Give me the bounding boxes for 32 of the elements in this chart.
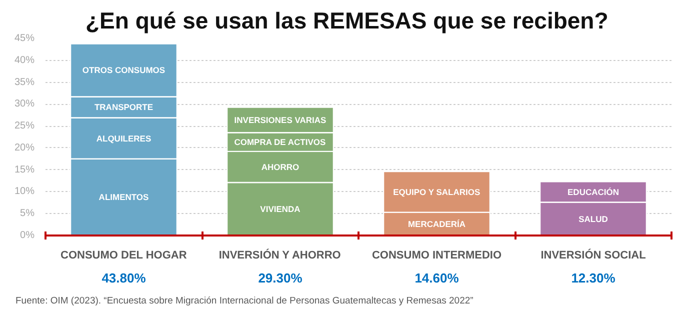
- source-note: Fuente: OIM (2023). “Encuesta sobre Migración Internacional de Personas Guatemaltecas y Remesas 2022”: [16, 296, 474, 306]
- y-tick-label: 15%: [14, 164, 35, 176]
- y-tick-label: 40%: [14, 54, 35, 66]
- series-label: OTROS CONSUMOS: [82, 65, 166, 76]
- series-label: EDUCACIÓN: [568, 186, 619, 197]
- y-tick-label: 5%: [20, 208, 35, 220]
- x-tick-label: INVERSIÓN Y AHORRO: [218, 248, 342, 262]
- series-label: MERCADERÍA: [408, 218, 466, 229]
- series-label: EQUIPO Y SALARIOS: [393, 186, 480, 197]
- chart-title: ¿En qué se usan las REMESAS que se reciben?: [86, 8, 608, 34]
- series-label: TRANSPORTE: [94, 102, 154, 112]
- series-label: ALIMENTOS: [98, 192, 150, 202]
- y-tick-label: 0%: [20, 230, 35, 241]
- y-tick-label: 10%: [14, 186, 35, 198]
- y-tick-label: 30%: [14, 98, 35, 110]
- series-label: AHORRO: [261, 162, 300, 172]
- series-label: ALQUILERES: [96, 133, 152, 144]
- y-tick-label: 20%: [14, 142, 35, 154]
- series-label: VIVIENDA: [260, 204, 300, 214]
- total-label: 29.30%: [258, 270, 303, 286]
- total-label: 43.80%: [102, 270, 146, 286]
- x-tick-label: CONSUMO DEL HOGAR: [60, 250, 187, 262]
- total-label: 12.30%: [571, 270, 616, 286]
- y-tick-label: 45%: [14, 33, 35, 44]
- series-label: INVERSIONES VARIAS: [234, 114, 327, 125]
- y-tick-label: 25%: [14, 120, 35, 132]
- x-tick-label: CONSUMO INTERMEDIO: [372, 250, 502, 262]
- y-tick-label: 35%: [14, 76, 35, 88]
- series-label: COMPRA DE ACTIVOS: [234, 137, 326, 148]
- series-label: SALUD: [578, 214, 608, 224]
- total-label: 14.60%: [414, 270, 460, 286]
- x-tick-label: INVERSIÓN SOCIAL: [540, 248, 646, 262]
